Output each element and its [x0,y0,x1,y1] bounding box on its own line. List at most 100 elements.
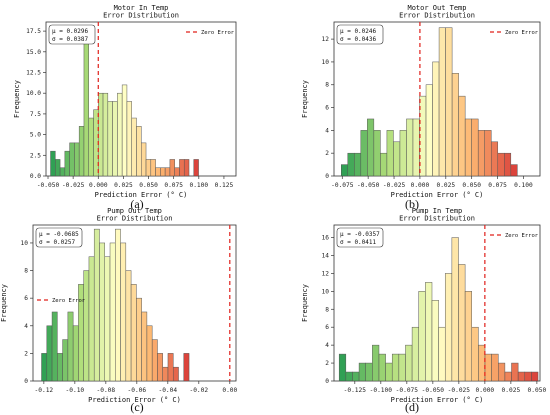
histogram-bar [367,118,375,177]
histogram-bar [69,142,75,177]
histogram-bar [458,95,466,177]
panel-pump-out-temp: -0.12 -0.10 -0.08 -0.06 -0.04 -0.02 0.00 0 2 4 6 8 1… [0,207,238,404]
histogram-bar [146,325,153,382]
histogram-bar [172,366,179,382]
histogram-bar [412,118,420,177]
x-tick-label: -0.025 [448,387,471,394]
histogram-bar [451,73,459,177]
histogram-bar [484,130,492,177]
histogram-bar [55,159,61,177]
y-tick-label: 6 [24,295,28,302]
histogram-bar [88,256,95,382]
stats-text: μ = 0.0296 [52,28,89,35]
histogram-bar [93,109,99,177]
chart-title-line: Pump In Temp [412,207,463,215]
histogram-bar [431,300,439,382]
histogram-bar [386,130,394,177]
x-tick-label: -0.075 [331,182,354,189]
x-tick-label: 0.050 [139,182,158,189]
histogram-bar [432,61,440,177]
histogram-bar [67,311,74,382]
y-tick-label: 4 [325,127,329,134]
histogram-bar [93,228,100,382]
stats-box-frame [336,24,384,45]
legend: Zero Error [37,298,86,304]
y-tick-label: 5.0 [30,132,41,139]
y-tick-label: 8 [325,306,329,313]
stats-box-frame [336,227,384,248]
panel-motor-out-temp: -0.075 -0.050 -0.025 0.000 0.025 0.050 0.075 0.… [301,4,541,199]
histogram-bar [126,101,132,177]
histogram-bar [477,130,485,177]
histogram-bar [141,311,148,382]
panel-pump-in-temp: -0.125 -0.100 -0.075 -0.050 -0.025 0.000 0.025… [301,207,546,404]
histogram-bar [162,366,169,382]
y-tick-label: 2 [325,150,329,157]
y-tick-label: 2 [325,360,329,367]
histogram-bar [380,152,388,177]
x-axis-label: Prediction Error (° C) [391,396,484,404]
histogram-bar [169,159,175,177]
histogram-bar [157,353,163,382]
y-tick-label: 10 [322,288,330,295]
histogram-bar [524,371,532,382]
x-tick-label: -0.125 [344,387,367,394]
histogram-bar [83,26,89,177]
chart-title-line: Motor Out Temp [407,4,466,12]
y-axis-label: Frequency [301,284,309,322]
histogram-bar [64,150,70,177]
histogram-bar [130,284,137,382]
histogram-bar [393,141,401,177]
x-tick-label: -0.100 [370,387,393,394]
y-axis-label: Frequency [13,80,21,118]
histogram-bar [57,353,63,382]
chart-title-line: Error Distribution [97,215,173,223]
y-tick-label: 2.5 [30,152,41,159]
y-tick-label: 7.5 [30,111,41,118]
histogram-bar [373,130,381,177]
histogram-bar [150,159,156,177]
histogram-bar [517,371,526,382]
x-axis-label: Prediction Error (° C) [95,191,188,199]
histogram-bar [411,326,419,382]
histogram-bar [464,291,472,382]
histogram-bar [345,371,353,382]
x-tick-label: -0.025 [62,182,85,189]
y-tick-label: 12.5 [26,70,41,77]
histogram-bar [497,152,505,177]
stats-box-frame [35,227,83,248]
x-tick-label: -0.08 [97,387,116,394]
x-axis-label: Prediction Error (° C) [391,191,484,199]
y-tick-label: 15.0 [26,49,41,56]
stats-text: μ = -0.0357 [340,231,380,238]
y-tick-label: 6 [325,105,329,112]
legend-label: Zero Error [52,298,86,304]
y-tick-label: 0 [325,173,329,180]
histogram-bar [511,362,519,382]
histogram-bar [51,311,58,382]
x-tick-label: 0.100 [189,182,208,189]
y-tick-label: 0 [24,378,28,385]
histogram-bar [445,27,453,177]
histogram-bar [352,371,360,382]
histogram-bar [59,167,66,177]
chart-title-line: Error Distribution [399,12,475,20]
histogram-bar [464,118,472,177]
histogram-bar [354,152,362,177]
histogram-bar [504,152,512,177]
histogram-bar [50,150,56,177]
x-tick-label: -0.12 [35,387,54,394]
y-tick-label: 0 [325,378,329,385]
histogram-bar [338,353,347,382]
histogram-bar [112,101,118,177]
histogram-bar [471,326,479,382]
x-tick-label: -0.04 [158,387,177,394]
histogram-bar [167,353,174,382]
histogram-bar [136,297,142,382]
histogram-bar [141,142,147,177]
histogram-bar [155,167,161,177]
x-tick-label: 0.025 [502,387,521,394]
histogram-bar [471,118,479,177]
x-tick-label: -0.025 [383,182,406,189]
